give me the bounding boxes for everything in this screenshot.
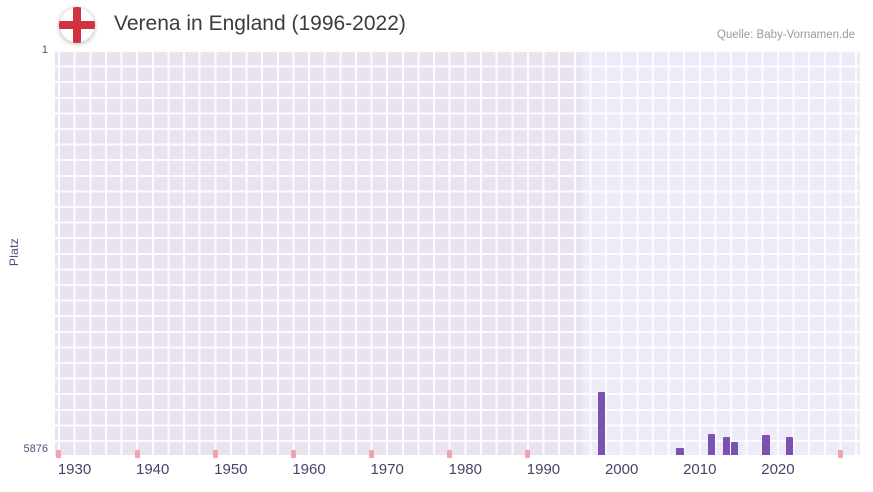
x-tick-label-2020: 2020 (761, 461, 795, 478)
x-tick-label-1970: 1970 (370, 461, 404, 478)
no-rank-mark-1928 (56, 450, 62, 458)
rank-bar-2013 (723, 436, 731, 455)
page-title: Verena in England (1996-2022) (114, 12, 406, 35)
x-tick-label-1940: 1940 (136, 461, 170, 478)
x-tick-label-1980: 1980 (448, 461, 482, 478)
x-tick-label-1930: 1930 (57, 461, 92, 478)
england-flag-svg (59, 7, 95, 43)
rank-bar-1997 (598, 391, 606, 455)
england-flag-icon (58, 6, 96, 44)
y-axis-tick-bottom: 5876 (23, 443, 48, 455)
y-axis-title: Platz (7, 237, 21, 267)
x-tick-label-1950: 1950 (214, 461, 248, 478)
y-axis-tick-top: 1 (41, 44, 48, 56)
no-rank-mark-1938 (134, 450, 140, 458)
x-tick-label-1960: 1960 (292, 461, 326, 478)
rank-bar-2007 (676, 447, 684, 455)
x-tick-label-2010: 2010 (683, 461, 717, 478)
bars-layer (55, 50, 860, 458)
x-tick-label-2000: 2000 (604, 461, 639, 478)
no-rank-mark-1978 (447, 450, 453, 458)
rank-bar-2018 (762, 435, 770, 455)
x-axis-labels: 1930 1940 1950 1960 1970 1980 1990 2000 2010 2020 (55, 461, 860, 483)
no-rank-mark-2028 (837, 450, 843, 458)
source-attribution: Quelle: Baby-Vornamen.de (716, 29, 855, 41)
rank-bar-2021 (785, 437, 793, 455)
rank-bar-2011 (707, 433, 715, 455)
no-rank-mark-1948 (212, 450, 218, 458)
no-rank-mark-1968 (369, 450, 375, 458)
plot-area (55, 50, 860, 458)
no-rank-mark-1958 (290, 450, 296, 458)
no-rank-mark-1988 (525, 450, 531, 458)
x-tick-label-1990: 1990 (526, 461, 561, 478)
rank-bar-2014 (731, 442, 739, 455)
grid-lines (55, 50, 860, 455)
